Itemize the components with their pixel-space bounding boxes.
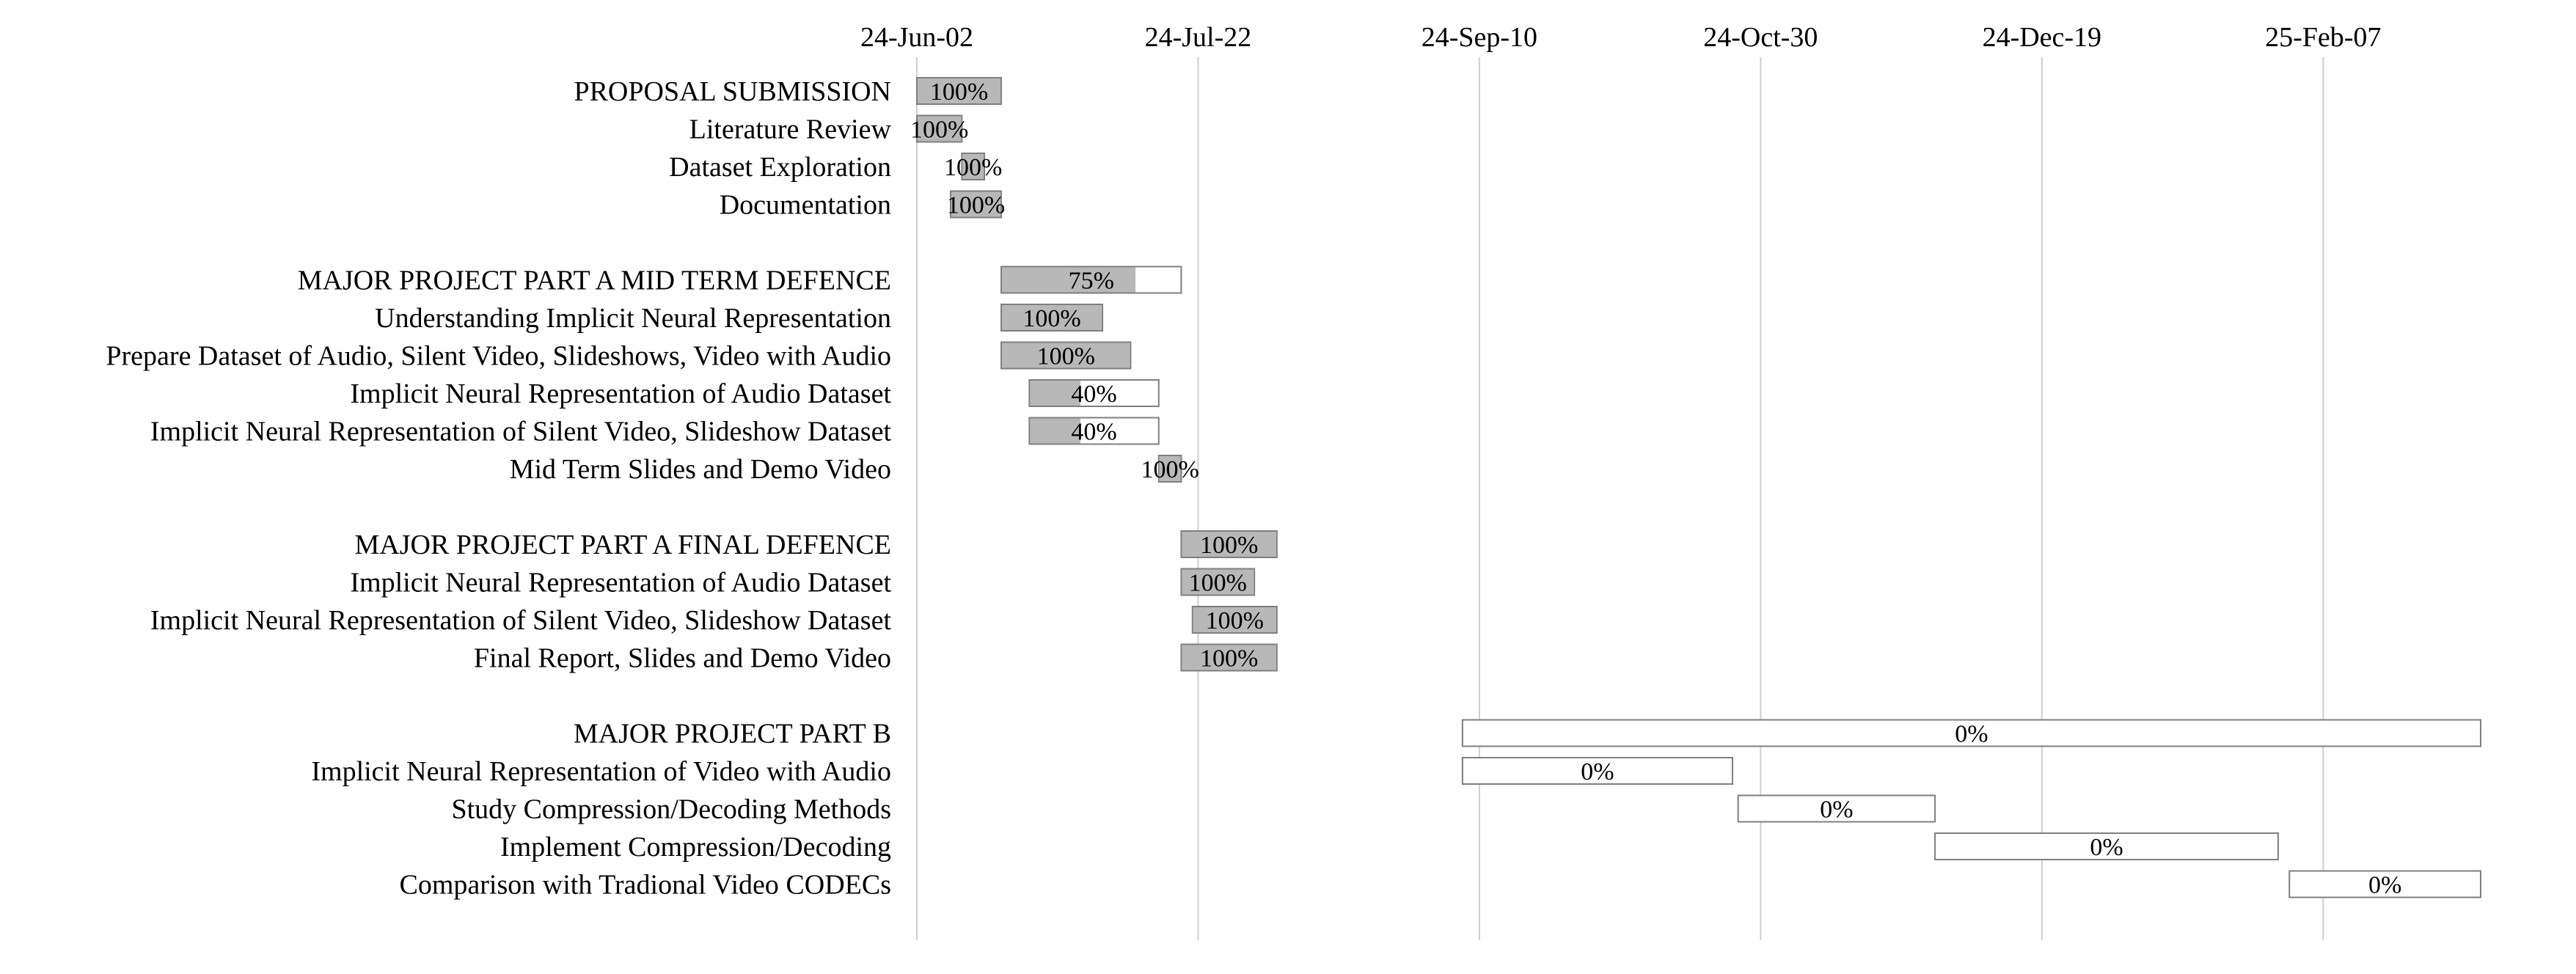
task-label: Documentation (720, 190, 891, 221)
task-progress-label: 100% (1022, 305, 1080, 332)
task-progress-fill (1193, 607, 1276, 632)
task-progress-fill (1182, 569, 1254, 595)
task-progress-fill (1182, 532, 1276, 557)
task-progress-label: 0% (2368, 872, 2401, 899)
task-label: Mid Term Slides and Demo Video (510, 454, 891, 485)
x-tick-label: 24-Jul-22 (1145, 22, 1252, 53)
task-progress-label: 0% (1581, 758, 1614, 786)
task-progress-fill (1002, 267, 1136, 293)
task-progress-label: 100% (947, 192, 1005, 219)
task-bar (1934, 832, 2279, 860)
task-progress-label: 100% (910, 117, 968, 144)
task-progress-label: 100% (930, 78, 988, 106)
task-progress-label: 40% (1071, 381, 1116, 408)
task-label: Final Report, Slides and Demo Video (474, 643, 891, 674)
task-label: Implement Compression/Decoding (500, 832, 891, 863)
task-label: Implicit Neural Representation of Video … (311, 756, 891, 787)
task-progress-label: 100% (944, 154, 1002, 181)
task-labels: PROPOSAL SUBMISSION Literature Review Data… (106, 76, 891, 901)
x-tick-label: 24-Jun-02 (860, 22, 973, 53)
task-progress-label: 100% (1141, 456, 1199, 483)
task-bars: 100% 100% 100% 100% 75% 100% 100% 40% 40% 100% 100… (910, 77, 2481, 899)
task-label: Literature Review (689, 114, 892, 145)
task-label: Understanding Implicit Neural Representa… (375, 303, 891, 334)
task-progress-label: 100% (1200, 645, 1258, 673)
task-label: Prepare Dataset of Audio, Silent Video, … (106, 341, 891, 372)
task-progress-fill (1182, 645, 1276, 670)
task-label: Implicit Neural Representation of Silent… (150, 417, 892, 447)
task-label: MAJOR PROJECT PART A MID TERM DEFENCE (298, 266, 891, 296)
x-tick-label: 24-Oct-30 (1703, 22, 1818, 53)
task-bar (1737, 794, 1936, 823)
x-tick-label: 25-Feb-07 (2265, 22, 2381, 53)
task-progress-label: 0% (2090, 834, 2123, 861)
task-bar (1461, 757, 1734, 785)
task-label: Comparison with Tradional Video CODECs (400, 870, 892, 901)
task-label: Implicit Neural Representation of Audio … (350, 378, 891, 409)
task-progress-label: 0% (1820, 797, 1853, 824)
task-progress-fill (951, 191, 1001, 217)
task-progress-label: 100% (1200, 532, 1258, 559)
task-progress-fill (918, 116, 962, 142)
task-label: MAJOR PROJECT PART B (574, 719, 891, 750)
grid-layer (916, 57, 2324, 940)
task-bar (2288, 870, 2481, 898)
task-progress-label: 75% (1069, 268, 1114, 295)
task-progress-label: 40% (1071, 419, 1116, 446)
x-tick-label: 24-Sep-10 (1421, 22, 1537, 53)
task-progress-label: 0% (1955, 721, 1988, 748)
x-tick-labels: 24-Jun-02 24-Jul-22 24-Sep-10 24-Oct-30 24-D… (860, 22, 2381, 53)
task-bar (1461, 719, 2481, 747)
task-progress-label: 100% (1037, 343, 1095, 370)
task-progress-fill (918, 78, 1001, 103)
task-progress-fill (1002, 343, 1130, 368)
task-progress-fill (1030, 381, 1080, 406)
task-progress-fill (962, 154, 984, 179)
task-progress-label: 100% (1206, 607, 1264, 634)
task-progress-fill (1002, 305, 1102, 330)
task-label: Study Compression/Decoding Methods (451, 794, 891, 825)
task-progress-fill (1030, 418, 1080, 444)
task-label: Implicit Neural Representation of Audio … (350, 568, 891, 598)
x-tick-label: 24-Dec-19 (1983, 22, 2101, 53)
task-label: Dataset Exploration (669, 152, 891, 183)
task-label: Implicit Neural Representation of Silent… (150, 605, 892, 636)
task-label: MAJOR PROJECT PART A FINAL DEFENCE (355, 530, 892, 560)
task-label: PROPOSAL SUBMISSION (574, 76, 891, 107)
task-progress-label: 100% (1189, 570, 1247, 597)
task-progress-fill (1159, 456, 1181, 481)
